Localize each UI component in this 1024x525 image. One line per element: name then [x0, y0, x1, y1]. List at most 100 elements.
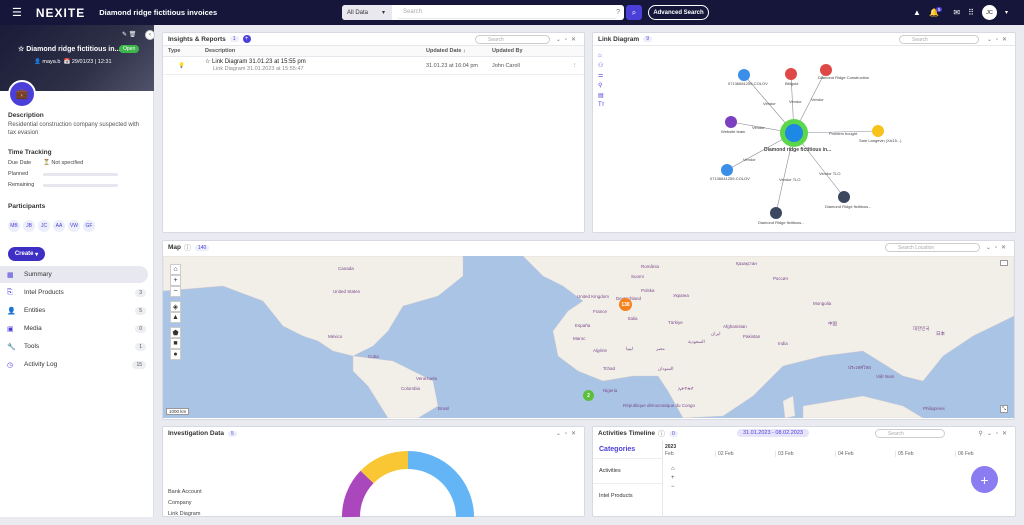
location-search-input[interactable]: Search Location [885, 243, 980, 252]
map-label: Nigeria [603, 388, 618, 393]
person-icon[interactable]: ⚲ [598, 83, 603, 89]
node-label[interactable]: 07136641259-COLOV [710, 176, 750, 181]
case-meta: 👤 maya.b 📅 29/01/23 | 12:31 [34, 59, 112, 65]
map-canvas[interactable]: Canada United States México Venezuela Co… [163, 256, 1014, 418]
sidebar-item-tools[interactable]: 🔧 Tools 1 [0, 338, 154, 355]
info-icon[interactable]: ⓘ [184, 244, 191, 252]
sidebar-item-entities[interactable]: 👤 Entities 5 [0, 302, 154, 319]
sidebar-item-media[interactable]: ▣ Media 0 [0, 320, 154, 337]
participant-avatar[interactable]: JB [23, 220, 35, 232]
navigate-icon[interactable]: ▲ [170, 312, 181, 323]
participant-avatar[interactable]: JC [38, 220, 50, 232]
draw-polygon-icon[interactable]: ⬟ [170, 327, 181, 338]
node-label[interactable]: Diamond Ridge fictitious... [758, 220, 805, 225]
window-controls[interactable]: ⌄▫✕ [555, 431, 580, 437]
map-cluster[interactable]: 2 [583, 390, 594, 401]
participant-avatar[interactable]: AA [53, 220, 65, 232]
donut-slice-bank-account[interactable] [407, 451, 474, 518]
node-label[interactable]: Diamond Ridge Construction [818, 75, 870, 80]
panel-search-input[interactable]: Search [875, 429, 945, 438]
bell-icon[interactable]: 🔔5 [928, 7, 943, 17]
save-icon[interactable]: ▤ [598, 93, 604, 99]
map-label: 中国 [828, 321, 837, 326]
home-icon[interactable]: ⌂ [170, 264, 181, 275]
node-label[interactable]: Website team [721, 129, 746, 134]
zoom-out-button[interactable]: − [170, 286, 181, 297]
legend-item[interactable]: Company [168, 500, 192, 506]
collapse-sidebar-button[interactable]: ‹ [145, 30, 155, 40]
search-button[interactable]: ⌕ [626, 5, 642, 20]
text-icon[interactable]: Tт [598, 102, 605, 108]
map-label: ประเทศไทย [848, 365, 871, 370]
search-input[interactable]: Search [398, 6, 617, 19]
panel-search-input[interactable]: Search [899, 35, 979, 44]
help-icon[interactable]: ? [616, 9, 620, 16]
column-updated-date[interactable]: Updated Date ↓ [426, 48, 466, 54]
participant-avatar[interactable]: GF [83, 220, 95, 232]
edit-icon[interactable]: ✎ 🗑 [122, 32, 137, 38]
add-button[interactable]: + [971, 466, 998, 493]
sidebar-item-activity-log[interactable]: ◷ Activity Log 15 [0, 356, 154, 373]
zoom-out-button[interactable]: − [671, 484, 675, 490]
map-label: Philippines [923, 406, 945, 411]
sidebar-item-summary[interactable]: ▦ Summary [0, 266, 148, 283]
menu-icon[interactable]: ☰ [12, 7, 22, 19]
grid-icon[interactable]: ⠿ [968, 8, 974, 17]
map-label: السعودية [688, 339, 705, 344]
warning-icon[interactable]: ▲ [913, 8, 921, 17]
create-button[interactable]: Create ▾ [8, 247, 45, 261]
global-search[interactable]: All Data ▾ Search ? [342, 5, 624, 20]
column-description[interactable]: Description [205, 48, 236, 54]
zoom-in-button[interactable]: + [671, 475, 675, 481]
window-controls[interactable]: ⚲⌄▫✕ [978, 431, 1011, 437]
edge-label: Vendor TLO [819, 171, 841, 176]
participant-avatar[interactable]: VW [68, 220, 80, 232]
layers-icon[interactable]: ◈ [170, 301, 181, 312]
advanced-search-button[interactable]: Advanced Search [648, 5, 709, 20]
search-scope-select[interactable]: All Data ▾ [342, 5, 392, 20]
avatar[interactable]: JC [981, 5, 997, 20]
zoom-in-button[interactable]: + [170, 275, 181, 286]
category-row[interactable]: Activities [593, 458, 662, 483]
expand-icon[interactable]: ⤡ [1000, 405, 1008, 413]
date-range[interactable]: 31.01.2023 - 08.02.2023 [737, 429, 809, 437]
layout-icon[interactable]: ⚌ [598, 73, 604, 79]
legend-item[interactable]: Bank Account [168, 489, 202, 495]
map-label: Polska [641, 288, 655, 293]
donut-slice-link-diagram[interactable] [341, 470, 374, 518]
mail-icon[interactable]: ✉ [953, 8, 961, 17]
node-label[interactable]: Diamond Ridge fictitious... [825, 204, 872, 209]
participant-avatar[interactable]: MB [8, 220, 20, 232]
category-row[interactable]: Intel Products [593, 483, 662, 508]
edge-label: Vendor [789, 99, 802, 104]
hierarchy-icon[interactable]: ⚇ [598, 63, 604, 69]
info-icon[interactable]: ⓘ [657, 430, 665, 438]
draw-rectangle-icon[interactable]: ■ [170, 338, 181, 349]
fullscreen-icon[interactable] [1000, 260, 1008, 266]
table-row[interactable]: 💡 ☆ Link Diagram 31.01.23 at 15:55 pm Li… [163, 57, 584, 75]
count-badge: 0 [668, 430, 678, 437]
column-type[interactable]: Type [168, 48, 181, 54]
window-controls[interactable]: ⌄▫✕ [985, 245, 1010, 251]
center-node-label[interactable]: Diamond ridge fictitious in... [764, 147, 832, 153]
node-label[interactable]: Sam Langevin (XA15...) [859, 138, 902, 143]
panel-search-input[interactable]: Search [475, 35, 550, 44]
home-icon[interactable]: ⌂ [671, 466, 675, 472]
chevron-down-icon[interactable]: ▾ [1004, 10, 1008, 16]
donut-slice-company[interactable] [360, 450, 409, 484]
node-label[interactable]: Bittgold [785, 81, 799, 86]
add-icon[interactable]: + [242, 35, 251, 43]
remaining-progress [43, 184, 118, 187]
person-icon: 👤 [7, 307, 16, 315]
map-cluster[interactable]: 138 [619, 298, 632, 311]
legend-item[interactable]: Link Diagram [168, 511, 201, 517]
more-icon[interactable]: ⋮ [572, 62, 578, 69]
window-controls[interactable]: ⌄▫✕ [555, 37, 580, 43]
window-controls[interactable]: ⌄▫✕ [986, 37, 1011, 43]
column-updated-by[interactable]: Updated By [492, 48, 523, 54]
sidebar-item-intel-products[interactable]: ⎘ Intel Products 3 [0, 284, 154, 301]
home-icon[interactable]: ⌂ [598, 53, 602, 59]
node-label[interactable]: 07136681259-COLOV [728, 81, 768, 86]
draw-circle-icon[interactable]: ● [170, 349, 181, 360]
app-logo[interactable]: NEXITE [35, 5, 86, 20]
